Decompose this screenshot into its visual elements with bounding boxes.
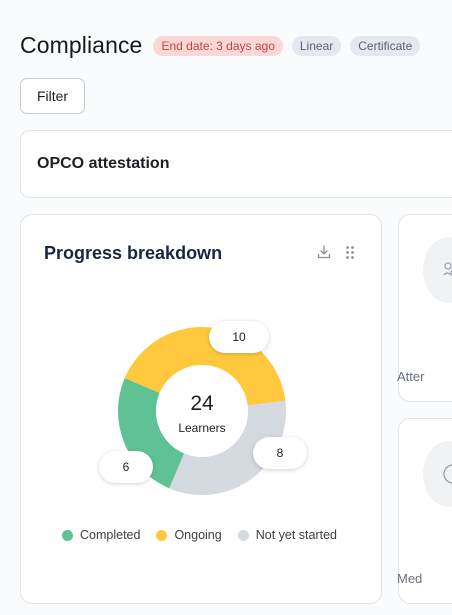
side-card-media[interactable]: Med — [397, 418, 452, 604]
chart-legend: Completed Ongoing Not yet started — [62, 528, 353, 542]
legend-item-ongoing[interactable]: Ongoing — [156, 528, 222, 542]
course-title: OPCO attestation — [37, 155, 170, 172]
linear-badge: Linear — [291, 35, 342, 56]
slice-not-started[interactable] — [169, 400, 286, 496]
card-title: Progress breakdown — [44, 243, 223, 263]
circle-icon — [423, 441, 452, 507]
page-header: Compliance End date: 3 days ago Linear C… — [20, 32, 421, 59]
legend-dot-not-started — [237, 529, 249, 541]
legend-label-completed: Completed — [80, 528, 141, 542]
people-icon — [423, 237, 452, 303]
ongoing-value-label: 10 — [209, 321, 269, 353]
legend-label-not-started: Not yet started — [255, 528, 338, 542]
legend-dot-completed — [62, 529, 73, 541]
legend-item-not-started[interactable]: Not yet started — [237, 528, 338, 542]
not-started-value-label: 8 — [253, 437, 307, 469]
side-card-label: Atter — [397, 369, 425, 384]
drag-handle-icon[interactable] — [342, 244, 358, 260]
total-learners-label: Learners — [178, 421, 226, 435]
donut-hole — [156, 365, 248, 457]
completed-value-label: 6 — [99, 451, 153, 483]
end-date-badge: End date: 3 days ago — [153, 35, 283, 56]
filter-button[interactable]: Filter — [20, 78, 85, 114]
legend-dot-ongoing — [156, 529, 168, 541]
download-icon[interactable] — [316, 244, 332, 260]
certificate-badge: Certificate — [350, 35, 421, 56]
legend-item-completed[interactable]: Completed — [62, 528, 140, 542]
page-title: Compliance — [20, 32, 143, 58]
side-card-attendance[interactable]: Atter — [397, 214, 452, 402]
progress-breakdown-card: Progress breakdown 6 10 8 24 Learners — [20, 214, 382, 604]
side-card-label: Med — [397, 571, 423, 586]
course-card[interactable]: OPCO attestation — [20, 130, 452, 198]
legend-label-ongoing: Ongoing — [174, 528, 222, 542]
total-learners-value: 24 — [190, 392, 214, 415]
